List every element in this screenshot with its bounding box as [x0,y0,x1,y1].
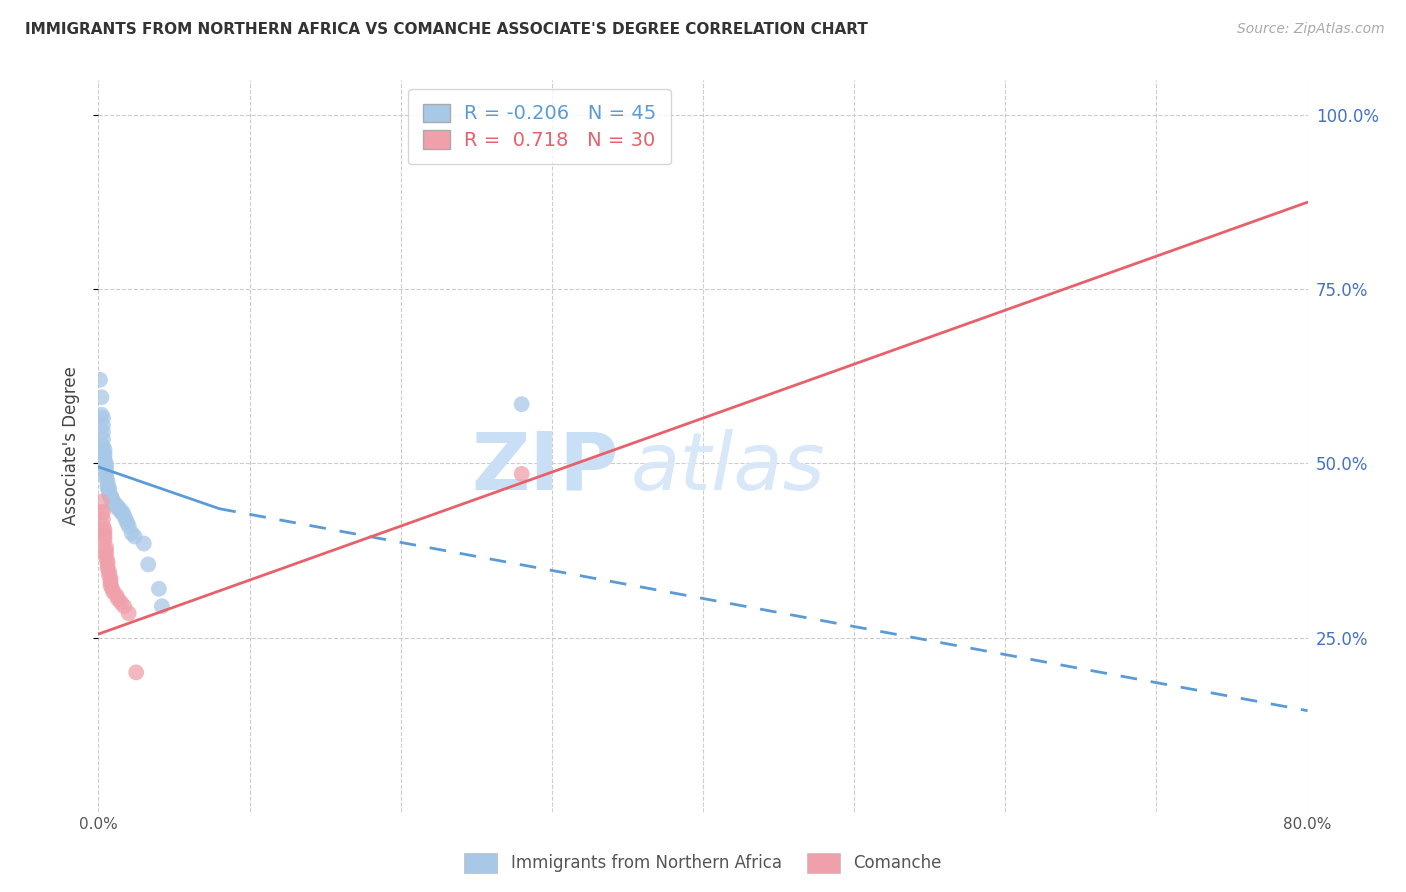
Point [94,459,117,474]
Point [93,526,115,541]
Point [110,505,132,519]
Point [105,498,128,512]
Point [94,463,117,477]
Point [125,665,148,680]
Point [96,558,118,572]
Point [112,508,135,523]
Point [124,530,146,544]
Point [107,501,129,516]
Point [101,491,124,506]
Point [105,589,128,603]
Point [100,488,122,502]
Point [96,477,118,491]
Point [111,505,134,519]
Point [93,446,115,460]
Point [90,494,112,508]
Point [150,599,173,614]
Point [96,481,118,495]
Point [98,567,121,582]
Point [98,565,121,579]
Point [93,523,115,537]
Point [108,501,131,516]
Point [94,470,117,484]
Point [96,554,118,568]
Point [114,512,136,526]
Point [103,585,125,599]
Point [100,578,122,592]
Text: atlas: atlas [630,429,825,507]
Point [91,519,114,533]
Point [90,390,112,404]
Point [98,481,121,495]
Point [96,474,118,488]
Point [89,373,111,387]
Text: Source: ZipAtlas.com: Source: ZipAtlas.com [1237,22,1385,37]
Point [91,432,114,446]
Point [93,450,115,464]
Point [136,558,159,572]
Point [115,516,138,530]
Point [91,425,114,439]
Point [98,488,121,502]
Point [101,582,124,596]
Point [101,494,124,508]
Point [121,526,143,541]
Point [91,512,114,526]
Point [90,408,112,422]
Legend: R = -0.206   N = 45, R =  0.718   N = 30: R = -0.206 N = 45, R = 0.718 N = 30 [408,89,671,164]
Y-axis label: Associate's Degree: Associate's Degree [62,367,80,525]
Point [132,536,155,550]
Point [93,530,115,544]
Point [94,540,117,554]
Point [103,494,125,508]
Point [98,484,121,499]
Point [104,498,127,512]
Point [93,533,115,547]
Point [510,397,533,411]
Point [100,571,122,585]
Point [90,505,112,519]
Point [510,467,533,481]
Point [94,550,117,565]
Point [94,467,117,481]
Legend: Immigrants from Northern Africa, Comanche: Immigrants from Northern Africa, Comanch… [457,847,949,880]
Point [93,442,115,457]
Point [100,491,122,506]
Point [91,439,114,453]
Point [118,606,141,620]
Point [94,457,117,471]
Text: IMMIGRANTS FROM NORTHERN AFRICA VS COMANCHE ASSOCIATE'S DEGREE CORRELATION CHART: IMMIGRANTS FROM NORTHERN AFRICA VS COMAN… [25,22,868,37]
Point [100,574,122,589]
Point [91,418,114,433]
Point [91,505,114,519]
Point [107,592,129,607]
Point [110,596,132,610]
Text: ZIP: ZIP [471,429,619,507]
Point [91,411,114,425]
Point [94,543,117,558]
Point [96,561,118,575]
Point [93,453,115,467]
Point [94,547,117,561]
Point [112,599,135,614]
Point [118,519,141,533]
Point [148,582,170,596]
